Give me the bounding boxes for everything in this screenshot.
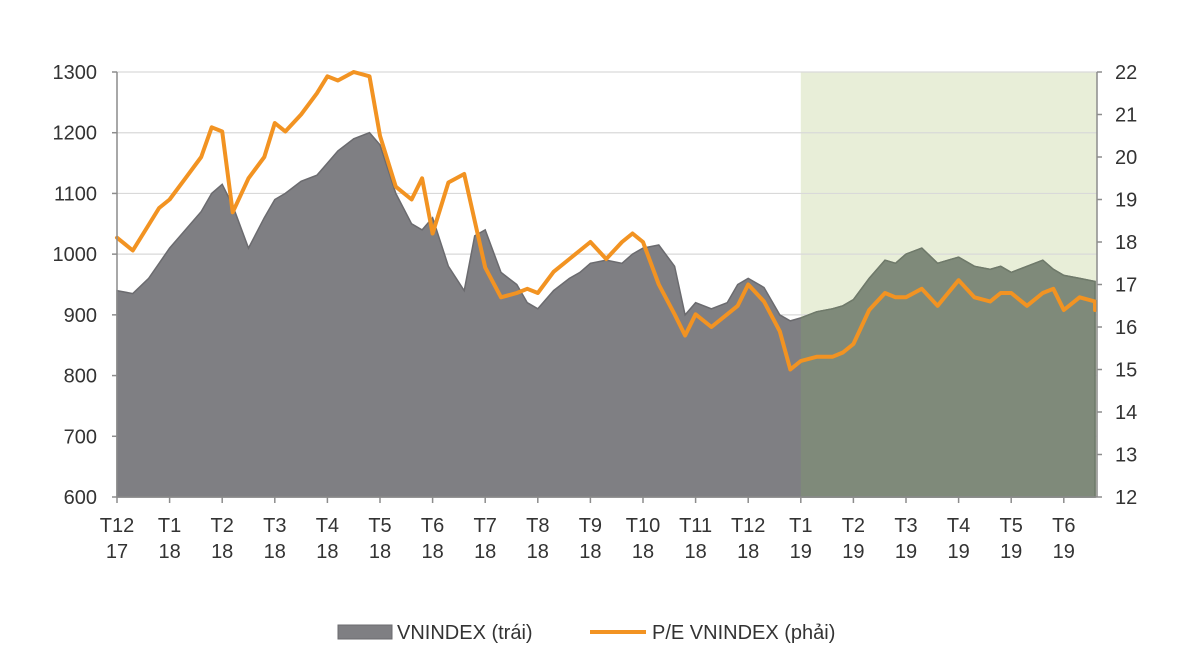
left-tick-label: 700: [64, 426, 97, 448]
x-tick-label-year: 18: [421, 541, 443, 563]
left-axis-ticks: 600 700 800 900 1000 1100 1200 1300: [53, 62, 98, 509]
left-tick-label: 800: [64, 366, 97, 388]
right-tick-label: 15: [1115, 360, 1137, 382]
legend: VNINDEX (trái) P/E VNINDEX (phải): [337, 622, 835, 644]
x-tick-label-month: T11: [679, 515, 712, 537]
x-tick-label-year: 19: [895, 541, 917, 563]
x-tick-label-month: T12: [100, 515, 134, 537]
right-tick-label: 13: [1115, 445, 1137, 467]
x-tick-label-month: T6: [1052, 515, 1075, 537]
x-tick-label-year: 18: [264, 541, 286, 563]
x-tick-label-year: 18: [632, 541, 654, 563]
legend-label-pe: P/E VNINDEX (phải): [652, 622, 835, 644]
right-tick-label: 17: [1115, 275, 1137, 297]
x-tick-label-month: T2: [842, 515, 865, 537]
right-tick-label: 20: [1115, 147, 1137, 169]
x-tick-label-year: 18: [684, 541, 706, 563]
x-tick-label-month: T4: [947, 515, 970, 537]
left-tick-label: 1100: [54, 183, 97, 205]
x-tick-label-month: T3: [263, 515, 286, 537]
x-tick-label-year: 19: [790, 541, 812, 563]
x-tick-label-month: T7: [474, 515, 497, 537]
x-tick-label-year: 18: [316, 541, 338, 563]
x-tick-label-month: T4: [316, 515, 339, 537]
x-tick-label-year: 18: [369, 541, 391, 563]
right-tick-label: 19: [1115, 190, 1137, 212]
right-tick-label: 16: [1115, 317, 1137, 339]
x-tick-label-month: T10: [626, 515, 660, 537]
x-tick-label-month: T5: [1000, 515, 1023, 537]
x-tick-label-month: T12: [731, 515, 765, 537]
right-tick-label: 12: [1115, 487, 1137, 509]
right-tick-label: 22: [1115, 62, 1137, 84]
x-tick-label-month: T1: [158, 515, 181, 537]
left-tick-label: 1000: [53, 244, 98, 266]
x-tick-label-year: 18: [474, 541, 496, 563]
x-tick-label-year: 19: [1053, 541, 1075, 563]
right-tick-label: 18: [1115, 232, 1137, 254]
legend-label-vnindex: VNINDEX (trái): [397, 622, 533, 644]
pe-vnindex-line: [115, 70, 1097, 372]
x-tick-label-year: 19: [842, 541, 864, 563]
x-tick-label-month: T6: [421, 515, 444, 537]
left-tick-label: 900: [64, 305, 97, 327]
x-tick-label-month: T5: [368, 515, 391, 537]
x-tick-label-year: 19: [1000, 541, 1022, 563]
x-tick-label-year: 18: [737, 541, 759, 563]
right-axis-ticks: 12 13 14 15 16 17 18 19 20 21 22: [1115, 62, 1137, 509]
x-tick-label-year: 18: [579, 541, 601, 563]
x-axis-ticks: T12 17 T1 18 T2 18 T3 18 T4 18 T5 18 T6 18 T7 18 T8 18 T9 1…: [100, 515, 1076, 563]
x-tick-label-year: 18: [211, 541, 233, 563]
x-tick-label-month: T9: [579, 515, 602, 537]
x-tick-label-year: 18: [158, 541, 180, 563]
left-tick-label: 1200: [53, 123, 98, 145]
right-tick-label: 14: [1115, 402, 1137, 424]
x-tick-label-month: T2: [211, 515, 234, 537]
left-tick-label: 1300: [53, 62, 98, 84]
x-tick-label-year: 17: [106, 541, 128, 563]
x-tick-label-month: T3: [894, 515, 917, 537]
x-tick-label-year: 18: [527, 541, 549, 563]
x-tick-label-year: 19: [947, 541, 969, 563]
vnindex-area-shaded: [800, 247, 1096, 498]
legend-marker-area: [337, 624, 393, 640]
x-tick-label-month: T8: [526, 515, 549, 537]
left-tick-label: 600: [64, 487, 97, 509]
axes: [112, 71, 1102, 503]
x-tick-label-month: T1: [789, 515, 812, 537]
right-tick-label: 21: [1115, 105, 1137, 127]
